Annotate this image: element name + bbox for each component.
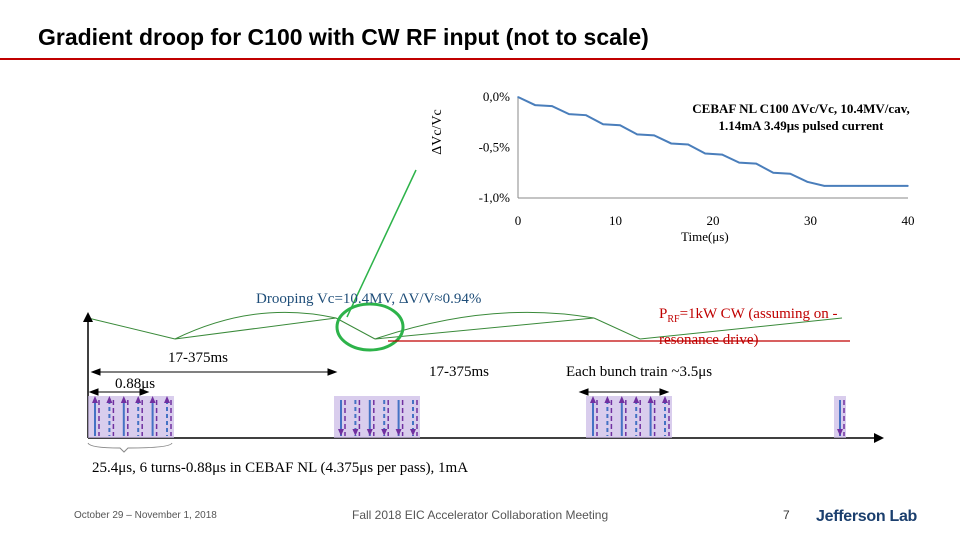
droop-chart: 0,0% -0,5% -1,0% 0 10 20 30 40 bbox=[479, 89, 915, 228]
series-point bbox=[738, 161, 741, 164]
y-ticks: 0,0% -0,5% -1,0% bbox=[479, 89, 511, 205]
gap-label-1: 17-375ms bbox=[168, 350, 228, 366]
footer-dates: October 29 – November 1, 2018 bbox=[74, 510, 217, 521]
gap-label-2: 17-375ms bbox=[429, 364, 489, 380]
series-point bbox=[721, 153, 723, 156]
series-point bbox=[534, 104, 536, 106]
prf-symbol: P bbox=[659, 306, 668, 322]
series-point bbox=[687, 143, 689, 146]
bunch-trains bbox=[88, 396, 846, 438]
series-point bbox=[907, 185, 909, 187]
prf-rest: =1kW CW (assuming on -resonance drive) bbox=[659, 306, 838, 348]
x-tick-label: 10 bbox=[609, 213, 622, 228]
gap-arrows bbox=[88, 368, 670, 396]
series-point bbox=[823, 185, 826, 187]
series-point bbox=[585, 114, 587, 116]
x-tick-label: 40 bbox=[902, 213, 915, 228]
slide-title: Gradient droop for C100 with CW RF input… bbox=[38, 24, 649, 50]
y-tick-label: -0,5% bbox=[479, 140, 511, 155]
callout-line bbox=[346, 169, 417, 318]
series-point bbox=[840, 185, 843, 187]
droop-highlight-circle bbox=[335, 302, 405, 352]
series-point bbox=[619, 124, 621, 127]
series-point bbox=[551, 105, 553, 107]
page-number: 7 bbox=[783, 508, 790, 522]
bunch-train bbox=[88, 396, 174, 438]
jefferson-lab-logo: Jefferson Lab bbox=[816, 508, 918, 525]
bunch-spacing-label: 0.88μs bbox=[115, 376, 156, 392]
y-tick-label: 0,0% bbox=[483, 89, 510, 104]
series-point bbox=[670, 142, 672, 145]
y-axis-label: ΔVc/Vc bbox=[429, 109, 445, 155]
x-axis-label: Time(μs) bbox=[681, 229, 729, 244]
prf-subscript: RF bbox=[667, 314, 680, 325]
bunch-train bbox=[586, 396, 672, 438]
series-point bbox=[806, 181, 809, 183]
droop-series-line bbox=[517, 96, 908, 187]
droop-series-points bbox=[517, 96, 909, 187]
footer-meeting: Fall 2018 EIC Accelerator Collaboration … bbox=[352, 508, 609, 522]
bunch-train bbox=[334, 396, 420, 438]
beam-brace bbox=[87, 442, 173, 453]
y-tick-label: -1,0% bbox=[479, 190, 511, 205]
x-tick-label: 20 bbox=[707, 213, 720, 228]
series-point bbox=[755, 162, 757, 165]
series-point bbox=[636, 133, 638, 136]
legend-line-2: 1.14mA 3.49μs pulsed current bbox=[718, 118, 884, 133]
x-tick-label: 30 bbox=[804, 213, 817, 228]
beam-description: 25.4μs, 6 turns-0.88μs in CEBAF NL (4.37… bbox=[92, 460, 469, 476]
series-point bbox=[704, 152, 706, 155]
series-point bbox=[653, 134, 655, 137]
series-point bbox=[517, 96, 519, 98]
x-tick-label: 0 bbox=[515, 213, 522, 228]
series-point bbox=[857, 185, 860, 187]
rf-power-label: PRF=1kW CW (assuming on -resonance drive… bbox=[659, 304, 889, 351]
series-point bbox=[568, 113, 570, 115]
series-point bbox=[789, 172, 792, 175]
bunch-train-label: Each bunch train ~3.5μs bbox=[566, 364, 713, 380]
bunch-train bbox=[834, 396, 846, 438]
chart-legend: CEBAF NL C100 ΔVc/Vc, 10.4MV/cav, 1.14mA… bbox=[676, 100, 926, 134]
title-underline bbox=[0, 58, 960, 60]
droop-label: Drooping Vc=10.4MV, ΔV/V≈0.94% bbox=[256, 291, 482, 307]
x-ticks: 0 10 20 30 40 bbox=[515, 213, 915, 228]
legend-line-1: CEBAF NL C100 ΔVc/Vc, 10.4MV/cav, bbox=[692, 101, 910, 116]
series-point bbox=[602, 123, 604, 126]
series-point bbox=[772, 171, 775, 174]
